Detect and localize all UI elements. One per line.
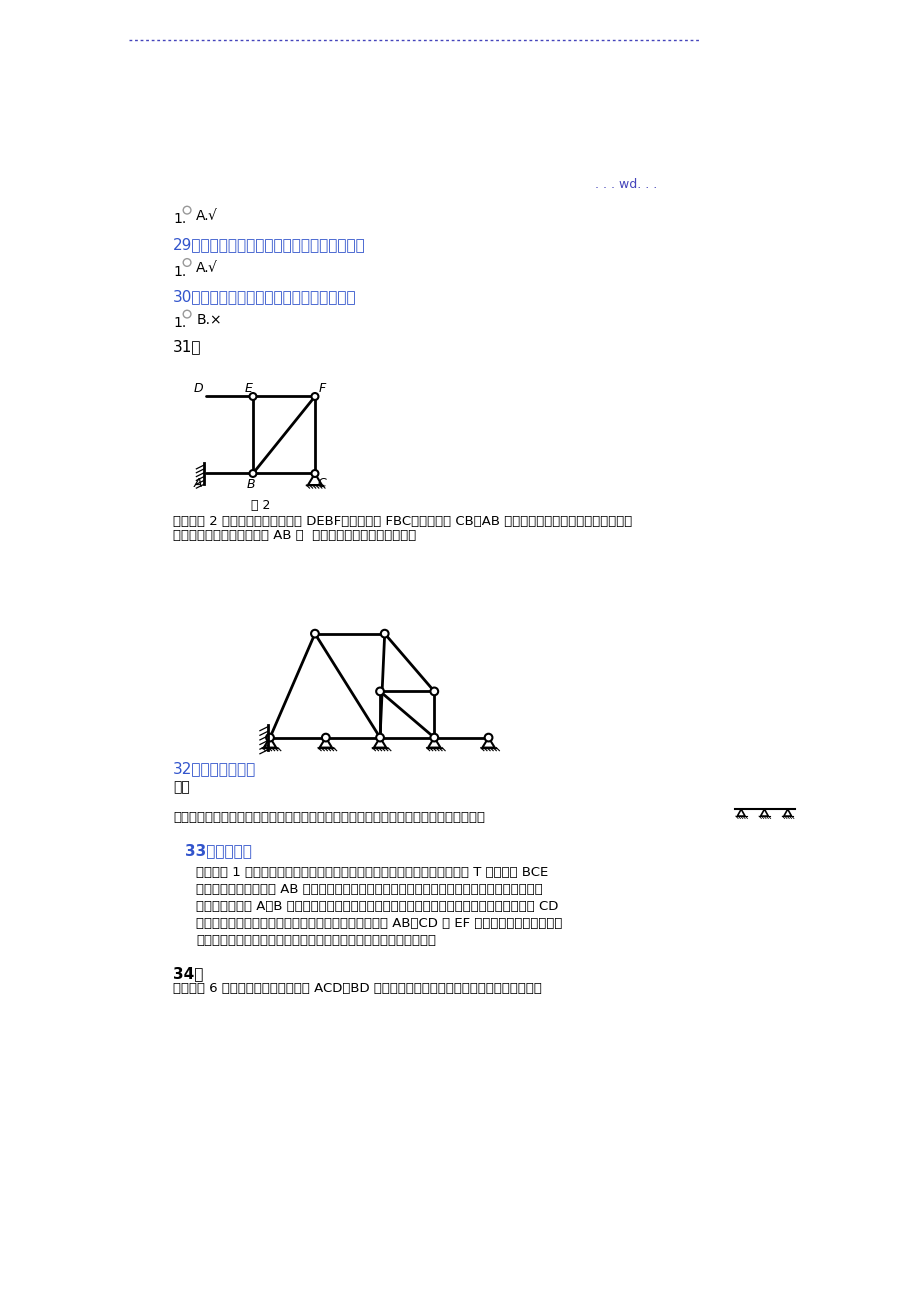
Text: 1.: 1. xyxy=(173,316,187,331)
Text: 1.: 1. xyxy=(173,212,187,227)
Text: 33、体系分析: 33、体系分析 xyxy=(185,844,252,858)
Circle shape xyxy=(380,630,388,638)
Text: 答：对图 1 所示体系进展几何组成分析时，可把地基作为一个刚片，当中的 T 字形局部 BCE: 答：对图 1 所示体系进展几何组成分析时，可把地基作为一个刚片，当中的 T 字形… xyxy=(196,866,548,879)
Text: A: A xyxy=(194,477,202,490)
Text: √: √ xyxy=(208,208,217,223)
Circle shape xyxy=(376,734,383,741)
Circle shape xyxy=(376,687,383,695)
Text: 图 2: 图 2 xyxy=(251,499,270,512)
Text: A.: A. xyxy=(196,260,210,275)
Text: 解：对图 2 所示体系有：去二元体 DEBF；去二元体 FBC；去二元体 CB；AB 杆件与地基刚接构成刚片；整个体系: 解：对图 2 所示体系有：去二元体 DEBF；去二元体 FBC；去二元体 CB；… xyxy=(173,516,631,529)
Text: B: B xyxy=(246,478,255,491)
Text: 答：对图 6 所示体系有：先去二元体 ACD；BD 杆件与地基之间用既不平行也不交于一点的三个: 答：对图 6 所示体系有：先去二元体 ACD；BD 杆件与地基之间用既不平行也不… xyxy=(173,982,541,995)
Text: 30、连接四个刚片的复铰相当于四个约束。: 30、连接四个刚片的复铰相当于四个约束。 xyxy=(173,289,357,303)
Text: B.×: B.× xyxy=(196,312,221,327)
Text: 依次去掉二元体剩下如以以列图的并排简支梁，故原体系为无多余约束的几何不变体系。: 依次去掉二元体剩下如以以列图的并排简支梁，故原体系为无多余约束的几何不变体系。 xyxy=(173,811,484,824)
Text: 29、用图乘法可以求等刺度直杆体系的位移。: 29、用图乘法可以求等刺度直杆体系的位移。 xyxy=(173,237,366,253)
Circle shape xyxy=(266,734,274,741)
Text: . . . wd. . .: . . . wd. . . xyxy=(595,178,657,191)
Text: 32、几何组成分析: 32、几何组成分析 xyxy=(173,762,256,776)
Circle shape xyxy=(249,393,256,400)
Circle shape xyxy=(484,734,492,741)
Circle shape xyxy=(430,734,437,741)
Circle shape xyxy=(430,687,437,695)
Text: 因此它实际上与 A、B 两铰连线上的一根链杆（如图中虚线所示）的作用一样。同理，右边的 CD: 因此它实际上与 A、B 两铰连线上的一根链杆（如图中虚线所示）的作用一样。同理，… xyxy=(196,900,558,913)
Text: 1.: 1. xyxy=(173,264,187,279)
Circle shape xyxy=(249,470,256,477)
Text: E: E xyxy=(244,381,253,395)
Circle shape xyxy=(322,734,329,741)
Text: A.: A. xyxy=(196,208,210,223)
Text: 局部也相当于一根链杆。这样，此体系便是两个刚片用 AB、CD 和 EF 三根链杆相联而组成，三: 局部也相当于一根链杆。这样，此体系便是两个刚片用 AB、CD 和 EF 三根链杆… xyxy=(196,917,562,930)
Text: F: F xyxy=(318,383,325,396)
Text: 34、: 34、 xyxy=(173,966,203,982)
Text: √: √ xyxy=(208,260,217,275)
Text: 杆不全平行也不交于一点，故为几何不变体系，而且没有多余约束。: 杆不全平行也不交于一点，故为几何不变体系，而且没有多余约束。 xyxy=(196,934,436,947)
Circle shape xyxy=(311,630,319,638)
Circle shape xyxy=(312,393,318,400)
Text: 多余约束的几何不变体系。 AB 为  基本局部，其它为附属局部。: 多余约束的几何不变体系。 AB 为 基本局部，其它为附属局部。 xyxy=(173,529,416,542)
Text: 31、: 31、 xyxy=(173,340,201,354)
Circle shape xyxy=(312,470,318,477)
Text: C: C xyxy=(317,477,326,490)
Text: 解：: 解： xyxy=(173,780,189,794)
Text: 作为一个刚片。左边的 AB 局部所为折线，但本身是一个刚片而且只用两个铰与其他局部相联，: 作为一个刚片。左边的 AB 局部所为折线，但本身是一个刚片而且只用两个铰与其他局… xyxy=(196,883,542,896)
Text: D: D xyxy=(194,383,203,396)
